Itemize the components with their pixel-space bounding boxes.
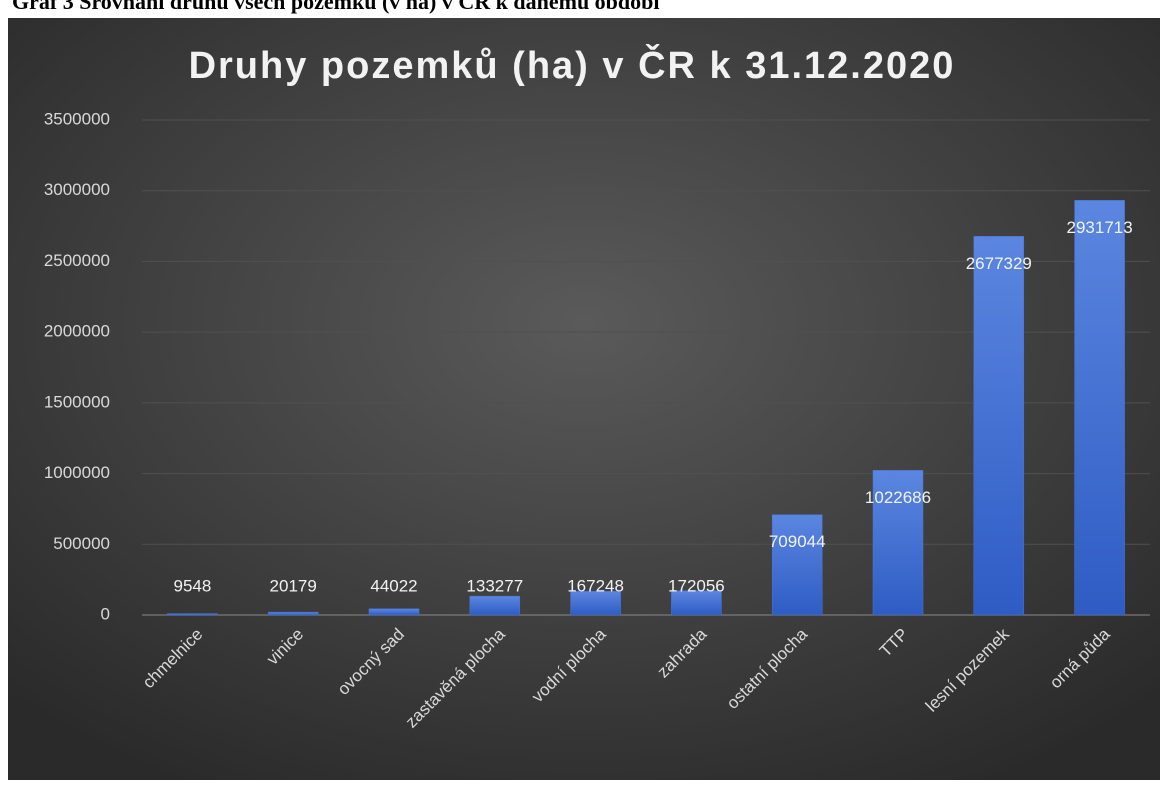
- bar: [1074, 200, 1125, 616]
- chart-title: Druhy pozemků (ha) v ČR k 31.12.2020: [189, 42, 956, 87]
- data-label: 44022: [370, 576, 417, 595]
- data-label: 172056: [668, 576, 725, 595]
- bar: [570, 591, 621, 616]
- data-label: 2677329: [966, 254, 1032, 273]
- bar: [671, 590, 722, 616]
- data-label: 133277: [466, 576, 523, 595]
- data-label: 20179: [270, 576, 317, 595]
- data-label: 709044: [769, 532, 826, 551]
- bar: [267, 611, 319, 616]
- data-label: 9548: [173, 576, 211, 595]
- bar: [469, 595, 521, 616]
- y-tick-label: 0: [101, 604, 110, 623]
- bar: [973, 236, 1025, 616]
- y-tick-label: 2000000: [44, 322, 110, 341]
- caption: Graf 3 Srovnání druhů všech pozemků (v h…: [12, 0, 660, 14]
- y-tick-label: 500000: [53, 534, 110, 553]
- data-label: 167248: [567, 576, 624, 595]
- y-tick-label: 1000000: [44, 463, 110, 482]
- chart-background: [8, 18, 1160, 780]
- data-label: 2931713: [1067, 218, 1133, 237]
- y-tick-label: 3000000: [44, 180, 110, 199]
- y-tick-label: 3500000: [44, 109, 110, 128]
- y-tick-label: 2500000: [44, 251, 110, 270]
- bar: [771, 514, 823, 616]
- bar: [368, 608, 420, 616]
- bar: [872, 470, 924, 616]
- bar: [167, 613, 218, 616]
- y-tick-label: 1500000: [44, 392, 110, 411]
- data-label: 1022686: [865, 488, 931, 507]
